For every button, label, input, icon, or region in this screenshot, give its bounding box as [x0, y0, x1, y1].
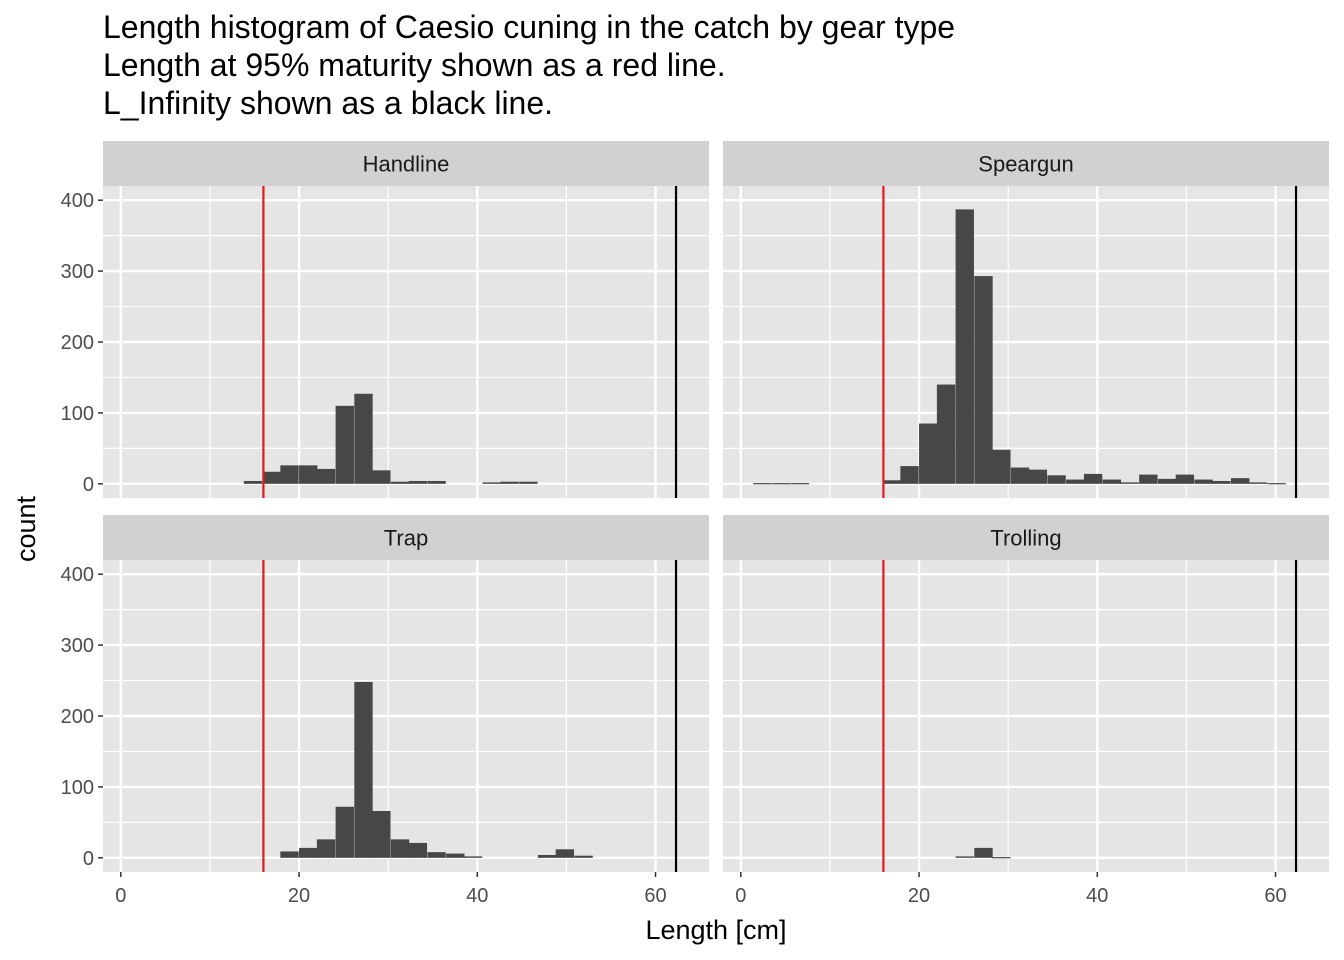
y-tick-label: 300	[61, 635, 94, 657]
chart-title-line-3: L_Infinity shown as a black line.	[103, 85, 554, 121]
histogram-bar	[555, 849, 575, 858]
histogram-bar	[354, 393, 373, 484]
histogram-bar	[1139, 474, 1158, 484]
histogram-bar	[974, 847, 993, 858]
histogram-bar	[1157, 478, 1177, 484]
histogram-bar	[299, 465, 318, 484]
histogram-bar	[372, 470, 391, 484]
y-tick-label: 400	[61, 564, 94, 586]
histogram-bar	[1212, 480, 1231, 484]
facet-strip	[723, 141, 1329, 186]
x-tick-label: 60	[1264, 885, 1286, 907]
facet-strip-label: Trolling	[990, 526, 1061, 551]
histogram-bar	[335, 405, 354, 484]
y-tick-label: 300	[61, 261, 94, 283]
panel-speargun: Speargun	[723, 141, 1329, 498]
histogram-bar	[772, 483, 791, 485]
histogram-bar	[316, 468, 336, 484]
histogram-bar	[1248, 482, 1268, 484]
histogram-bar	[753, 483, 772, 485]
histogram-bar	[1066, 479, 1085, 484]
facet-strip-label: Speargun	[978, 152, 1073, 177]
histogram-bar	[500, 481, 519, 484]
histogram-bar	[992, 857, 1011, 859]
facet-strip	[103, 141, 709, 186]
x-tick-label: 20	[288, 885, 310, 907]
histogram-bar	[408, 842, 428, 858]
y-tick-label: 200	[61, 706, 94, 728]
histogram-bar	[574, 855, 593, 858]
histogram-bar	[992, 449, 1011, 484]
histogram-bar	[919, 423, 938, 484]
histogram-bar	[1267, 483, 1286, 485]
histogram-bar	[955, 209, 974, 484]
histogram-bar	[390, 481, 410, 484]
histogram-bar	[243, 480, 263, 484]
facet-strip-label: Handline	[363, 152, 450, 177]
facet-strip	[103, 515, 709, 560]
facet-strip-label: Trap	[384, 526, 428, 551]
histogram-bar	[1083, 473, 1103, 484]
histogram-bar	[299, 847, 318, 858]
histogram-bar	[790, 483, 810, 485]
x-tick-label: 40	[466, 885, 488, 907]
y-tick-label: 200	[61, 332, 94, 354]
histogram-bar	[427, 480, 446, 484]
y-tick-label: 0	[83, 848, 94, 870]
histogram-bar	[1230, 478, 1250, 484]
histogram-bar	[519, 481, 538, 484]
histogram-bar	[316, 839, 336, 858]
histogram-bar	[463, 856, 483, 858]
histogram-bar	[427, 852, 446, 858]
histogram-bar	[900, 466, 919, 484]
histogram-bar	[1047, 475, 1066, 484]
histogram-bar	[955, 856, 974, 858]
x-tick-label: 40	[1086, 885, 1108, 907]
x-tick-label: 0	[735, 885, 746, 907]
histogram-bar	[1010, 467, 1030, 484]
histogram-bar	[974, 276, 993, 484]
x-axis-title: Length [cm]	[645, 915, 786, 945]
y-tick-label: 100	[61, 403, 94, 425]
histogram-bar	[354, 681, 373, 858]
histogram-bar	[882, 480, 901, 484]
histogram-bar	[372, 811, 391, 858]
x-tick-label: 0	[115, 885, 126, 907]
histogram-bar	[335, 806, 354, 858]
histogram-bar	[537, 854, 557, 858]
histogram-bar	[1120, 482, 1139, 484]
y-tick-label: 100	[61, 777, 94, 799]
y-tick-label: 0	[83, 474, 94, 496]
facet-strip	[723, 515, 1329, 560]
histogram-bar	[1102, 479, 1121, 484]
histogram-bar	[390, 839, 410, 858]
histogram-bar	[280, 851, 299, 858]
panel-handline: Handline 0 100 200 300 400	[61, 141, 709, 498]
histogram-bar	[262, 471, 281, 484]
histogram-bar	[408, 480, 428, 484]
panel-trap: Trap 0 100 200 300 400 0 20 40 60	[61, 515, 709, 907]
histogram-bar	[936, 384, 956, 484]
chart-title-line-1: Length histogram of Caesio cuning in the…	[103, 9, 956, 45]
histogram-bar	[446, 853, 465, 858]
histogram-bar	[1028, 469, 1048, 484]
x-tick-label: 20	[908, 885, 930, 907]
panel-trolling: Trolling 0 20 40 60	[723, 515, 1329, 907]
histogram-bar	[1194, 479, 1213, 484]
histogram-bar	[280, 465, 299, 484]
chart-title-line-2: Length at 95% maturity shown as a red li…	[103, 47, 726, 83]
histogram-bar	[482, 482, 501, 484]
x-tick-label: 60	[644, 885, 666, 907]
y-axis-title: count	[11, 495, 41, 562]
histogram-bar	[1175, 474, 1195, 484]
y-tick-label: 400	[61, 190, 94, 212]
